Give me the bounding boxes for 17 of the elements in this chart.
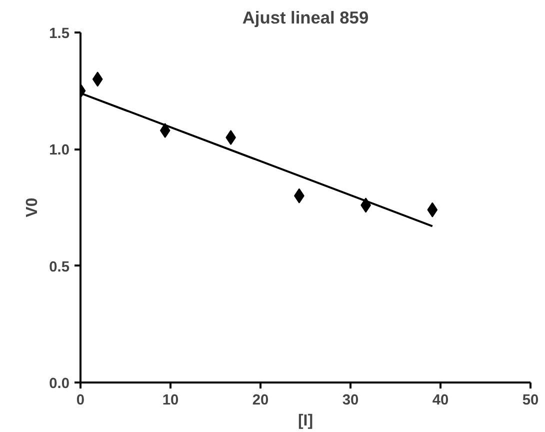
x-tick-label: 40	[432, 392, 449, 408]
y-tick-label: 0.5	[49, 259, 70, 276]
point	[427, 202, 438, 218]
y-tick-label: 0.0	[49, 376, 70, 392]
chart-title: Ajust lineal 859	[242, 8, 369, 28]
x-tick-label: 20	[252, 392, 269, 408]
y-tick-label: 1.0	[49, 142, 70, 159]
x-tick-label: 50	[522, 392, 539, 408]
point	[160, 123, 170, 138]
x-tick-label: 0	[76, 392, 85, 408]
x-tick-label: 10	[162, 392, 179, 408]
x-tick-label: 30	[342, 392, 359, 408]
y-axis-title: V0	[24, 198, 42, 218]
y-tick-label: 1.5	[49, 26, 70, 42]
point	[226, 130, 236, 145]
x-axis-title: [I]	[298, 412, 314, 430]
point	[92, 72, 103, 87]
